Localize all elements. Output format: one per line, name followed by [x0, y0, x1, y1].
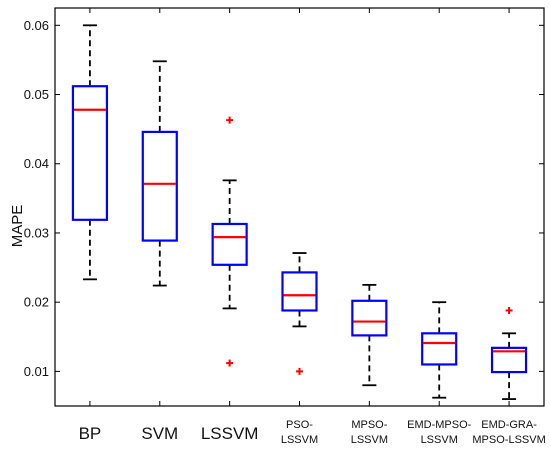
box-group-5: [421, 301, 458, 399]
box-iqr: [141, 130, 178, 242]
box-group-3: [281, 252, 318, 375]
box-iqr: [71, 85, 109, 221]
x-tick-label-line: EMD-MPSO-: [407, 419, 472, 431]
y-axis: 0.01 0.02 0.03 0.04 0.05 0.06: [24, 18, 544, 379]
x-tick-label-line: MPSO-LSSVM: [472, 434, 545, 446]
x-tick-label: SVM: [141, 424, 178, 443]
box-group-4: [351, 283, 388, 387]
box-iqr: [421, 332, 458, 366]
plot-area-frame: [54, 7, 545, 407]
y-tick-label: 0.02: [24, 295, 49, 310]
x-tick-label: BP: [79, 424, 102, 443]
x-tick-label-line: EMD-GRA-: [481, 419, 537, 431]
outlier-marker: [296, 367, 303, 375]
x-tick-label-line: LSSVM: [281, 434, 318, 446]
y-tick-label: 0.01: [24, 364, 49, 379]
box-group-2: [211, 116, 248, 367]
x-tick-label: LSSVM: [201, 424, 259, 443]
x-tick-label-line: PSO-: [286, 419, 313, 431]
y-tick-label: 0.05: [24, 87, 49, 102]
box-group-0: [71, 24, 109, 281]
outlier-marker: [226, 359, 234, 367]
box-iqr: [211, 222, 248, 266]
box-iqr: [351, 299, 388, 337]
outlier-marker: [226, 116, 234, 124]
x-tick-label-line: LSSVM: [351, 434, 388, 446]
box-group-1: [141, 60, 178, 287]
y-tick-label: 0.06: [24, 18, 49, 33]
box-group-6: [490, 306, 528, 400]
y-axis-label: MAPE: [9, 205, 26, 248]
outlier-marker: [505, 306, 513, 314]
x-axis: BP SVM LSSVM PSO-LSSVMMPSO-LSSVMEMD-MPSO-LS…: [79, 8, 546, 446]
box-series: [71, 24, 528, 400]
box-iqr: [281, 271, 318, 312]
x-tick-label-line: LSSVM: [421, 434, 458, 446]
y-tick-label: 0.04: [24, 156, 49, 171]
x-tick-label-line: MPSO-: [351, 419, 387, 431]
y-tick-label: 0.03: [24, 225, 49, 240]
